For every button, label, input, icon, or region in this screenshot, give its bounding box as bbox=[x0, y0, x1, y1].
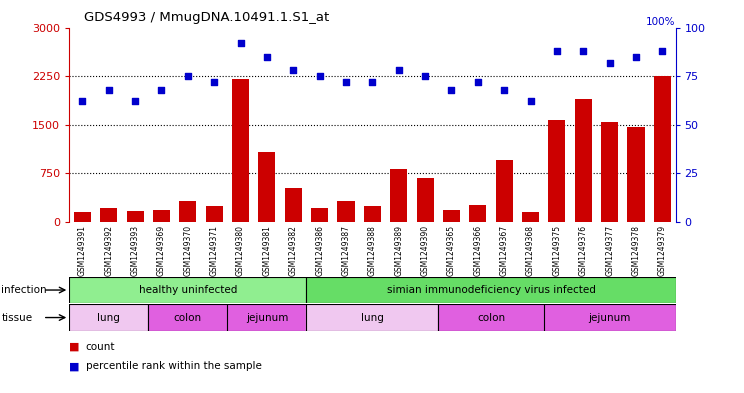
Text: healthy uninfected: healthy uninfected bbox=[138, 285, 237, 295]
Text: GSM1249369: GSM1249369 bbox=[157, 225, 166, 276]
Text: 100%: 100% bbox=[646, 17, 676, 27]
Bar bbox=[544, 304, 676, 331]
Text: ■: ■ bbox=[69, 342, 80, 352]
Point bbox=[77, 98, 89, 105]
Text: GSM1249380: GSM1249380 bbox=[236, 225, 245, 276]
Bar bbox=[100, 208, 118, 222]
Text: GSM1249382: GSM1249382 bbox=[289, 225, 298, 276]
Point bbox=[129, 98, 141, 105]
Point bbox=[393, 67, 405, 73]
Text: GSM1249392: GSM1249392 bbox=[104, 225, 113, 276]
Bar bbox=[338, 201, 355, 222]
Bar bbox=[654, 76, 671, 222]
Bar bbox=[364, 206, 381, 222]
Text: GSM1249377: GSM1249377 bbox=[605, 225, 614, 276]
Text: tissue: tissue bbox=[1, 312, 33, 323]
Bar bbox=[74, 212, 91, 222]
Text: infection: infection bbox=[1, 285, 47, 295]
Point bbox=[498, 86, 510, 93]
Bar bbox=[69, 304, 148, 331]
Point bbox=[525, 98, 536, 105]
Text: GSM1249375: GSM1249375 bbox=[552, 225, 562, 276]
Point bbox=[182, 73, 193, 79]
Text: GSM1249368: GSM1249368 bbox=[526, 225, 535, 276]
Bar bbox=[179, 201, 196, 222]
Bar bbox=[205, 206, 222, 222]
Text: ■: ■ bbox=[69, 361, 80, 371]
Text: GSM1249376: GSM1249376 bbox=[579, 225, 588, 276]
Bar bbox=[307, 277, 676, 303]
Text: GDS4993 / MmugDNA.10491.1.S1_at: GDS4993 / MmugDNA.10491.1.S1_at bbox=[84, 11, 330, 24]
Bar bbox=[307, 304, 438, 331]
Bar bbox=[228, 304, 307, 331]
Text: GSM1249387: GSM1249387 bbox=[341, 225, 350, 276]
Bar bbox=[153, 210, 170, 222]
Point bbox=[103, 86, 115, 93]
Bar bbox=[417, 178, 434, 222]
Point bbox=[656, 48, 668, 54]
Point bbox=[155, 86, 167, 93]
Text: colon: colon bbox=[174, 312, 202, 323]
Text: GSM1249390: GSM1249390 bbox=[420, 225, 429, 276]
Point bbox=[419, 73, 431, 79]
Text: jejunum: jejunum bbox=[589, 312, 631, 323]
Bar bbox=[311, 208, 328, 222]
Bar bbox=[496, 160, 513, 222]
Text: GSM1249391: GSM1249391 bbox=[78, 225, 87, 276]
Text: GSM1249371: GSM1249371 bbox=[210, 225, 219, 276]
Bar bbox=[574, 99, 591, 222]
Text: count: count bbox=[86, 342, 115, 352]
Point bbox=[577, 48, 589, 54]
Bar bbox=[390, 169, 407, 222]
Text: GSM1249370: GSM1249370 bbox=[183, 225, 193, 276]
Text: GSM1249388: GSM1249388 bbox=[368, 225, 377, 276]
Bar bbox=[522, 212, 539, 222]
Point bbox=[287, 67, 299, 73]
Text: GSM1249378: GSM1249378 bbox=[632, 225, 641, 276]
Bar bbox=[548, 120, 565, 222]
Point bbox=[472, 79, 484, 85]
Point bbox=[340, 79, 352, 85]
Bar bbox=[469, 204, 487, 222]
Bar bbox=[258, 152, 275, 222]
Text: lung: lung bbox=[97, 312, 121, 323]
Text: GSM1249393: GSM1249393 bbox=[131, 225, 140, 276]
Text: jejunum: jejunum bbox=[246, 312, 288, 323]
Text: GSM1249386: GSM1249386 bbox=[315, 225, 324, 276]
Bar bbox=[148, 304, 228, 331]
Text: lung: lung bbox=[361, 312, 384, 323]
Bar bbox=[285, 188, 302, 222]
Bar bbox=[601, 121, 618, 222]
Point bbox=[603, 59, 615, 66]
Point bbox=[630, 53, 642, 60]
Text: simian immunodeficiency virus infected: simian immunodeficiency virus infected bbox=[387, 285, 595, 295]
Text: colon: colon bbox=[477, 312, 505, 323]
Text: GSM1249381: GSM1249381 bbox=[263, 225, 272, 276]
Text: GSM1249389: GSM1249389 bbox=[394, 225, 403, 276]
Bar bbox=[443, 210, 460, 222]
Bar bbox=[126, 211, 144, 222]
Point bbox=[551, 48, 563, 54]
Point bbox=[367, 79, 379, 85]
Bar bbox=[627, 127, 644, 222]
Point bbox=[234, 40, 246, 46]
Point bbox=[446, 86, 458, 93]
Bar bbox=[69, 277, 307, 303]
Point bbox=[261, 53, 273, 60]
Text: GSM1249366: GSM1249366 bbox=[473, 225, 482, 276]
Text: GSM1249367: GSM1249367 bbox=[500, 225, 509, 276]
Point bbox=[314, 73, 326, 79]
Text: GSM1249365: GSM1249365 bbox=[447, 225, 456, 276]
Bar bbox=[232, 79, 249, 222]
Point bbox=[208, 79, 220, 85]
Text: percentile rank within the sample: percentile rank within the sample bbox=[86, 361, 261, 371]
Text: GSM1249379: GSM1249379 bbox=[658, 225, 667, 276]
Bar bbox=[438, 304, 544, 331]
